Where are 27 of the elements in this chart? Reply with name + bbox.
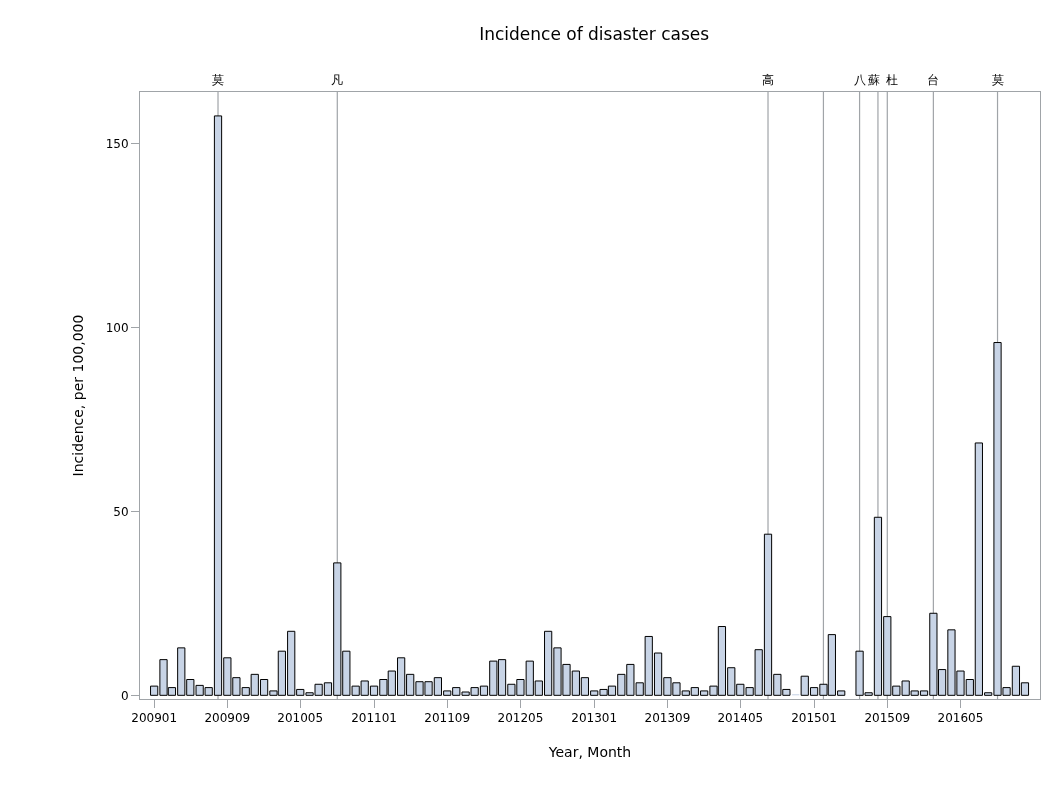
x-tick-label: 201605 (937, 711, 984, 726)
x-tick-label: 201005 (277, 711, 324, 726)
x-tick-label: 201501 (791, 711, 838, 726)
ref-line-label: 杜 (886, 73, 898, 87)
y-tick-label: 50 (113, 504, 129, 519)
ref-line-label: 八 (854, 73, 866, 87)
y-tick-label: 0 (120, 688, 129, 703)
x-tick-label: 201405 (717, 711, 764, 726)
ref-line-label: 凡 (331, 73, 343, 87)
chart-title: Incidence of disaster cases (479, 24, 710, 44)
x-tick-label: 200901 (131, 711, 178, 726)
x-tick-label: 201101 (351, 711, 397, 726)
x-tick-label: 200909 (204, 711, 251, 726)
ref-line-label: 台 (927, 73, 939, 87)
x-tick-label: 201205 (497, 711, 544, 726)
ref-line-label: 莫 (212, 73, 224, 87)
x-tick-label: 201301 (571, 711, 618, 726)
x-tick-label: 201309 (644, 711, 691, 726)
x-tick-label: 201109 (424, 711, 471, 726)
ref-line-label: 蘇 (868, 73, 880, 87)
x-tick-label: 201509 (864, 711, 911, 726)
x-axis-title: Year, Month (547, 743, 632, 760)
ref-line-label: 高 (762, 73, 774, 87)
y-axis-title: Incidence, per 100,000 (70, 314, 87, 477)
y-tick-label: 100 (105, 320, 129, 335)
ref-line-label: 莫 (992, 73, 1004, 87)
y-tick-label: 150 (105, 136, 129, 151)
